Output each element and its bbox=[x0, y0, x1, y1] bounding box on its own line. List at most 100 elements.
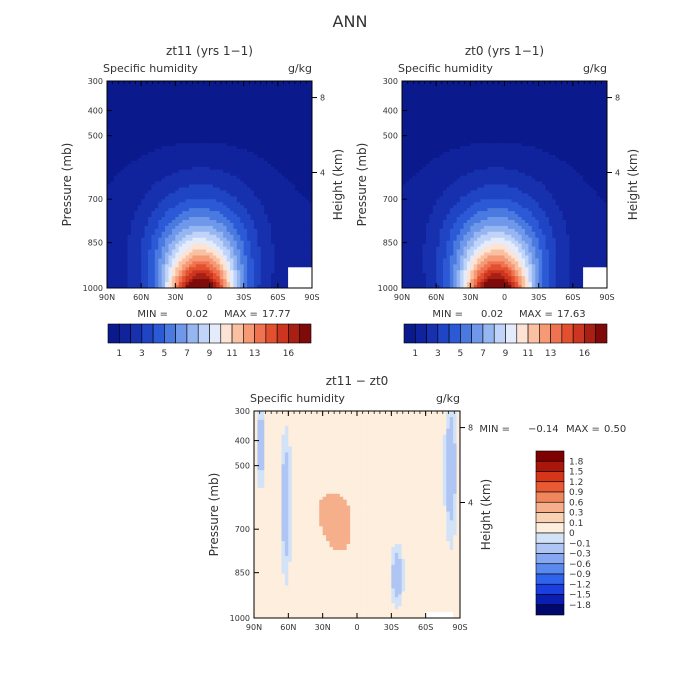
field-cell bbox=[192, 187, 197, 191]
field-cell bbox=[236, 264, 241, 268]
field-cell bbox=[436, 92, 440, 97]
field-cell bbox=[206, 157, 210, 162]
field-cell bbox=[127, 231, 132, 236]
field-cell bbox=[130, 134, 135, 138]
field-cell bbox=[117, 187, 122, 191]
field-cell bbox=[127, 83, 132, 88]
field-cell bbox=[586, 104, 591, 109]
field-cell bbox=[511, 81, 516, 85]
field-cell bbox=[291, 249, 296, 253]
field-cell bbox=[240, 178, 245, 182]
field-cell bbox=[199, 119, 204, 123]
field-cell bbox=[137, 199, 142, 203]
field-cell bbox=[288, 231, 292, 236]
field-cell bbox=[247, 234, 251, 239]
field-cell bbox=[130, 249, 135, 253]
field-cell bbox=[274, 146, 279, 150]
field-cell bbox=[185, 110, 190, 114]
field-cell bbox=[120, 184, 125, 188]
field-cell bbox=[419, 89, 423, 94]
field-cell bbox=[274, 258, 279, 262]
field-cell bbox=[182, 101, 186, 106]
field-cell bbox=[216, 125, 221, 129]
field-cell bbox=[161, 267, 166, 271]
field-cell bbox=[271, 101, 275, 106]
field-cell bbox=[168, 172, 173, 177]
field-cell bbox=[477, 113, 481, 117]
field-cell bbox=[247, 154, 251, 159]
field-cell bbox=[202, 270, 207, 274]
field-cell bbox=[274, 86, 279, 91]
field-cell bbox=[120, 175, 125, 179]
field-cell bbox=[134, 81, 139, 85]
field-cell bbox=[113, 202, 118, 206]
field-cell bbox=[171, 264, 176, 268]
field-cell bbox=[247, 110, 251, 114]
field-cell bbox=[271, 252, 275, 256]
field-cell bbox=[236, 160, 241, 165]
field-cell bbox=[294, 151, 299, 156]
field-cell bbox=[243, 89, 248, 94]
field-cell bbox=[185, 95, 190, 100]
field-cell bbox=[158, 285, 163, 289]
field-cell bbox=[429, 113, 434, 117]
field-cell bbox=[291, 276, 296, 280]
field-cell bbox=[308, 190, 313, 194]
field-cell bbox=[144, 143, 149, 147]
field-cell bbox=[240, 92, 245, 97]
field-cell bbox=[148, 98, 152, 103]
field-cell bbox=[230, 190, 234, 194]
field-cell bbox=[195, 258, 200, 262]
field-cell bbox=[230, 101, 234, 106]
field-cell bbox=[257, 196, 262, 200]
field-cell bbox=[260, 122, 265, 126]
field-cell bbox=[209, 222, 214, 227]
field-cell bbox=[137, 196, 142, 200]
field-cell bbox=[195, 169, 200, 174]
field-cell bbox=[117, 134, 122, 138]
field-cell bbox=[247, 264, 251, 268]
field-cell bbox=[212, 187, 217, 191]
field-cell bbox=[250, 199, 255, 203]
field-cell bbox=[487, 107, 492, 111]
field-cell bbox=[236, 199, 241, 203]
field-cell bbox=[226, 282, 231, 286]
field-cell bbox=[294, 172, 299, 177]
field-cell bbox=[192, 83, 197, 88]
field-cell bbox=[151, 205, 156, 209]
field-cell bbox=[124, 116, 128, 120]
field-cell bbox=[165, 172, 169, 177]
field-cell bbox=[223, 237, 227, 242]
field-cell bbox=[257, 83, 262, 88]
field-cell bbox=[226, 270, 231, 274]
field-cell bbox=[195, 231, 200, 236]
field-cell bbox=[144, 98, 149, 103]
field-cell bbox=[195, 131, 200, 135]
field-cell bbox=[230, 219, 234, 224]
field-cell bbox=[189, 211, 193, 215]
field-cell bbox=[247, 172, 251, 177]
field-cell bbox=[586, 95, 591, 100]
field-cell bbox=[151, 285, 156, 289]
field-cell bbox=[415, 81, 420, 85]
field-cell bbox=[185, 107, 190, 111]
field-cell bbox=[151, 237, 156, 242]
field-cell bbox=[260, 208, 265, 212]
field-cell bbox=[250, 193, 255, 197]
field-cell bbox=[514, 113, 519, 117]
field-cell bbox=[212, 255, 217, 259]
field-cell bbox=[432, 107, 437, 111]
field-cell bbox=[528, 113, 533, 117]
field-cell bbox=[137, 116, 142, 120]
field-cell bbox=[305, 116, 309, 120]
field-cell bbox=[107, 208, 111, 212]
field-cell bbox=[281, 137, 286, 141]
field-cell bbox=[260, 92, 265, 97]
field-cell bbox=[566, 83, 570, 88]
field-cell bbox=[182, 104, 186, 109]
field-cell bbox=[250, 119, 255, 123]
field-cell bbox=[120, 163, 125, 168]
field-cell bbox=[195, 193, 200, 197]
field-cell bbox=[185, 128, 190, 132]
field-cell bbox=[206, 146, 210, 150]
